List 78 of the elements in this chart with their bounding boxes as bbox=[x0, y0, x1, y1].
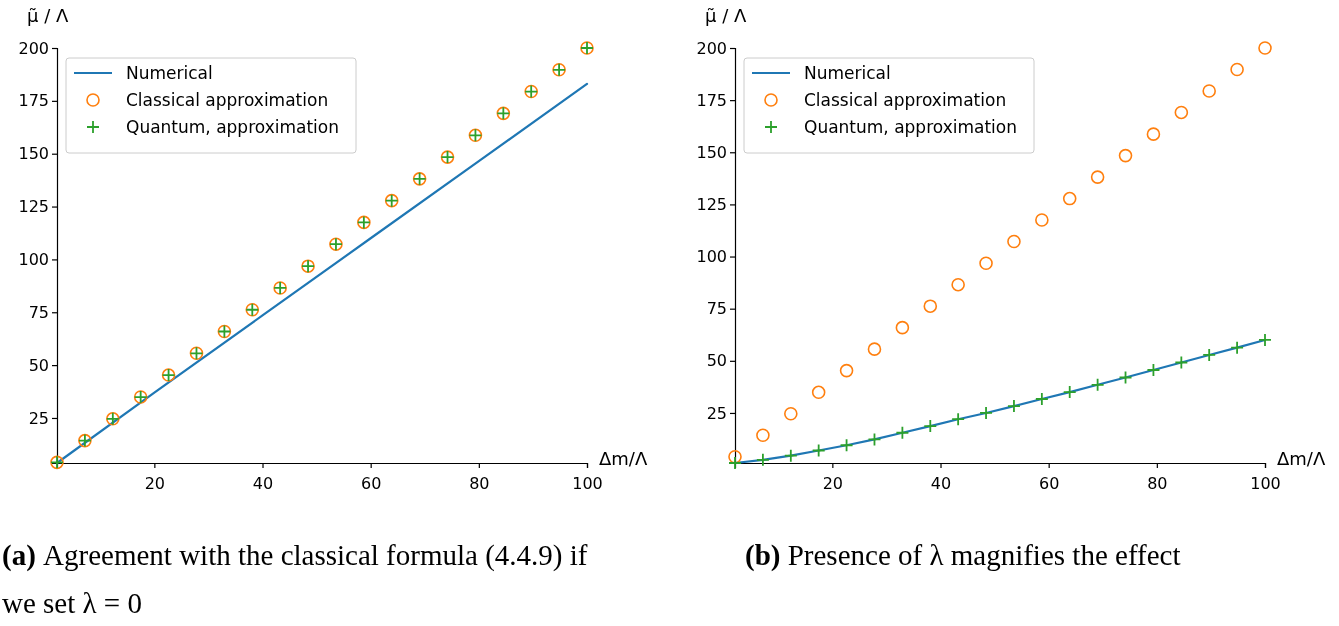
point bbox=[1258, 41, 1272, 55]
point bbox=[951, 412, 966, 427]
point bbox=[1202, 84, 1216, 98]
x-axis-title: Δm/Λ bbox=[1277, 448, 1326, 469]
y-tick-label: 150 bbox=[696, 142, 727, 162]
y-axis-title: μ̃ / Λ bbox=[705, 5, 747, 26]
point bbox=[1035, 213, 1049, 227]
point bbox=[951, 277, 965, 292]
point bbox=[1202, 348, 1217, 362]
y-tick-label: 50 bbox=[706, 351, 727, 371]
point bbox=[839, 363, 854, 378]
x-tick-label: 80 bbox=[469, 473, 490, 493]
y-tick-label: 175 bbox=[696, 90, 727, 110]
point bbox=[839, 438, 854, 453]
legend-label: Numerical bbox=[126, 63, 213, 83]
point bbox=[1090, 170, 1105, 184]
legend-label: Numerical bbox=[804, 63, 891, 83]
x-tick-label: 40 bbox=[930, 473, 952, 493]
point bbox=[923, 419, 938, 433]
point bbox=[1118, 370, 1133, 385]
point bbox=[1146, 127, 1161, 141]
point bbox=[979, 406, 993, 420]
point bbox=[811, 385, 826, 400]
point bbox=[895, 320, 910, 335]
x-axis-title: Δm/Λ bbox=[599, 448, 648, 469]
y-tick-label: 25 bbox=[706, 403, 727, 423]
x-tick-label: 40 bbox=[252, 473, 274, 493]
point bbox=[811, 443, 826, 458]
x-tick-label: 80 bbox=[1147, 473, 1168, 493]
x-tick-label: 60 bbox=[360, 473, 382, 493]
legend-label: Classical approximation bbox=[804, 90, 1007, 110]
y-axis-title: μ̃ / Λ bbox=[27, 5, 69, 26]
point bbox=[1230, 62, 1244, 77]
point bbox=[783, 448, 798, 463]
y-tick-label: 50 bbox=[28, 355, 49, 375]
text: (a) Agreement with the classical formula (4.4.9) if we set λ = 0 bbox=[2, 539, 588, 619]
text: (b) Presence of λ magnifies the effect bbox=[745, 539, 1181, 572]
point bbox=[867, 432, 882, 447]
x-tick-label: 20 bbox=[144, 473, 166, 493]
y-tick-label: 150 bbox=[18, 144, 49, 164]
point bbox=[1007, 234, 1021, 249]
y-tick-label: 100 bbox=[696, 247, 727, 267]
legend-label: Quantum, approximation bbox=[126, 117, 339, 137]
point bbox=[1174, 355, 1189, 370]
point bbox=[1174, 105, 1189, 120]
point bbox=[1230, 340, 1244, 355]
point bbox=[784, 406, 798, 421]
point bbox=[867, 342, 882, 356]
point bbox=[1090, 377, 1105, 392]
point bbox=[895, 425, 910, 440]
y-tick-label: 75 bbox=[28, 302, 49, 322]
point bbox=[1258, 333, 1272, 347]
legend-label: Quantum, approximation bbox=[804, 117, 1017, 137]
point bbox=[756, 452, 770, 467]
y-tick-label: 100 bbox=[18, 250, 49, 270]
point bbox=[1007, 399, 1021, 413]
point bbox=[1034, 392, 1049, 406]
y-tick-label: 175 bbox=[18, 91, 49, 111]
y-tick-label: 125 bbox=[696, 195, 727, 215]
x-tick-label: 100 bbox=[572, 473, 603, 493]
point bbox=[1146, 363, 1161, 377]
point bbox=[923, 299, 938, 313]
point bbox=[1118, 148, 1133, 163]
x-tick-label: 60 bbox=[1038, 473, 1060, 493]
point bbox=[728, 456, 742, 470]
point bbox=[979, 256, 993, 271]
point bbox=[1062, 385, 1077, 399]
x-tick-label: 100 bbox=[1250, 473, 1281, 493]
point bbox=[728, 449, 742, 464]
y-tick-label: 75 bbox=[706, 299, 727, 319]
legend-label: Classical approximation bbox=[126, 90, 329, 110]
point bbox=[1062, 191, 1077, 206]
point bbox=[756, 428, 770, 443]
y-tick-label: 125 bbox=[18, 197, 49, 217]
y-tick-label: 200 bbox=[18, 38, 49, 58]
y-tick-label: 200 bbox=[696, 38, 727, 58]
x-tick-label: 20 bbox=[822, 473, 844, 493]
y-tick-label: 25 bbox=[28, 408, 49, 428]
